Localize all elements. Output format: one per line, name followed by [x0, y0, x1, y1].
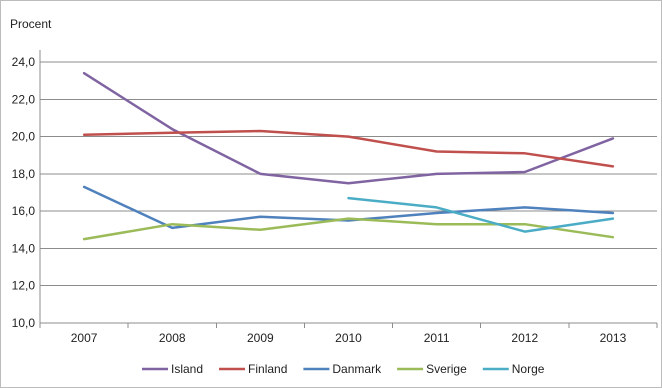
legend-label: Norge	[512, 362, 545, 376]
x-tick-label: 2013	[600, 331, 627, 345]
x-tick-labels: 2007 2008 2009 2010 2011 2012 2013	[71, 331, 627, 345]
y-tick-label: 10,0	[12, 316, 36, 330]
legend: Island Finland Danmark Sverige Norge	[142, 362, 545, 376]
legend-label: Island	[171, 362, 203, 376]
series-line-sverige	[82, 217, 615, 241]
x-tick-label: 2010	[335, 331, 362, 345]
series-line-finland	[82, 129, 615, 168]
series-line-danmark	[82, 185, 615, 230]
series-lines	[82, 71, 615, 241]
legend-label: Finland	[248, 362, 287, 376]
grid-lines	[40, 61, 657, 287]
y-tick-label: 12,0	[12, 279, 36, 293]
y-axis-label: Procent	[10, 17, 52, 31]
y-tick-label: 18,0	[12, 167, 36, 181]
y-tick-label: 22,0	[12, 92, 36, 106]
x-tick-label: 2009	[247, 331, 274, 345]
legend-item-finland: Finland	[219, 362, 287, 376]
legend-label: Sverige	[426, 362, 467, 376]
x-tick-label: 2012	[511, 331, 538, 345]
axes	[39, 50, 658, 328]
series-line-norge	[347, 196, 615, 233]
x-tick-label: 2007	[71, 331, 98, 345]
y-tick-label: 14,0	[12, 241, 36, 255]
y-tick-labels: 10,0 12,0 14,0 16,0 18,0 20,0 22,0 24,0	[12, 55, 36, 330]
y-tick-label: 20,0	[12, 130, 36, 144]
x-tick-label: 2011	[424, 331, 450, 345]
x-tick-label: 2008	[159, 331, 186, 345]
legend-item-danmark: Danmark	[303, 362, 382, 376]
y-tick-label: 24,0	[12, 55, 36, 69]
legend-item-norge: Norge	[482, 362, 545, 376]
legend-label: Danmark	[332, 362, 382, 376]
series-line-island	[82, 71, 615, 185]
legend-item-island: Island	[142, 362, 203, 376]
y-tick-label: 16,0	[12, 204, 36, 218]
legend-item-sverige: Sverige	[397, 362, 467, 376]
